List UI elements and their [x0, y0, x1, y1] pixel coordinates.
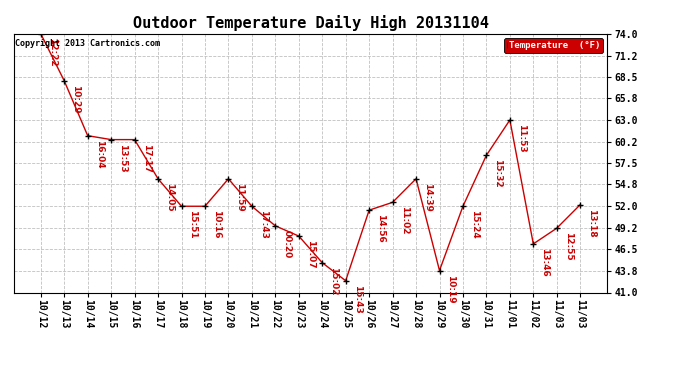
Text: 14:05: 14:05 — [165, 183, 174, 211]
Text: 11:02: 11:02 — [400, 207, 408, 235]
Text: 14:56: 14:56 — [376, 214, 385, 243]
Text: 13:53: 13:53 — [118, 144, 127, 172]
Title: Outdoor Temperature Daily High 20131104: Outdoor Temperature Daily High 20131104 — [132, 15, 489, 31]
Text: 15:24: 15:24 — [470, 210, 479, 239]
Text: 15:02: 15:02 — [329, 267, 338, 296]
Text: 11:59: 11:59 — [235, 183, 244, 212]
Text: 16:04: 16:04 — [95, 140, 103, 168]
Text: 11:53: 11:53 — [517, 124, 526, 153]
Text: 10:16: 10:16 — [212, 210, 221, 239]
Text: 12:55: 12:55 — [564, 232, 573, 261]
Legend: Temperature  (°F): Temperature (°F) — [504, 38, 602, 53]
Text: Copyright 2013 Cartronics.com: Copyright 2013 Cartronics.com — [15, 39, 160, 48]
Text: 15:43: 15:43 — [353, 285, 362, 314]
Text: 17:43: 17:43 — [259, 210, 268, 239]
Text: 14:39: 14:39 — [423, 183, 432, 212]
Text: 12:22: 12:22 — [48, 38, 57, 66]
Text: 17:17: 17:17 — [141, 144, 150, 172]
Text: 13:18: 13:18 — [587, 209, 596, 237]
Text: 15:07: 15:07 — [306, 240, 315, 269]
Text: 00:20: 00:20 — [282, 230, 291, 258]
Text: 15:32: 15:32 — [493, 159, 502, 188]
Text: 13:46: 13:46 — [540, 248, 549, 277]
Text: 10:29: 10:29 — [71, 85, 80, 114]
Text: 15:51: 15:51 — [188, 210, 197, 239]
Text: 10:19: 10:19 — [446, 275, 455, 303]
